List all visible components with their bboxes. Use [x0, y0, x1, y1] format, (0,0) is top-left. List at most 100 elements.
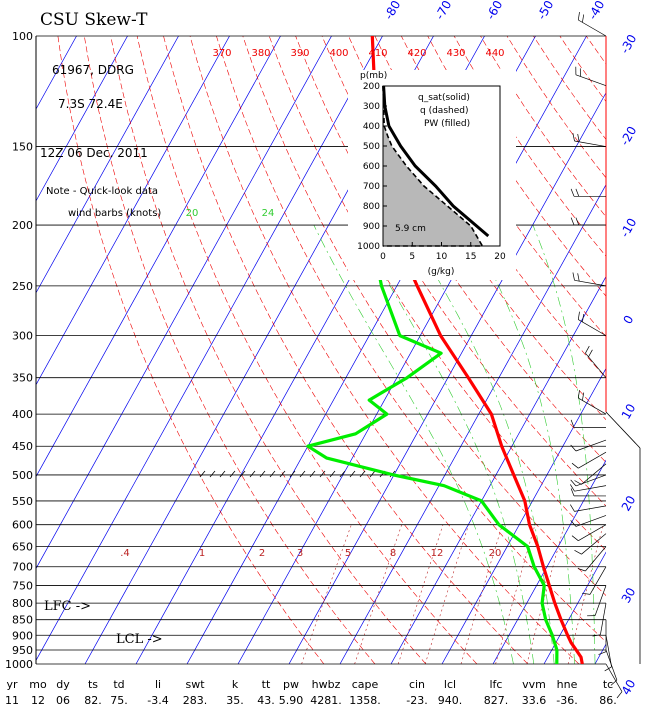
stat-value-mo: 12	[31, 694, 45, 707]
stat-value-yr: 11	[5, 694, 19, 707]
isotherm-label: -70	[432, 0, 454, 22]
wind-barb	[590, 567, 606, 595]
mixing-ratio-line	[355, 525, 402, 664]
mixing-ratio-line	[398, 525, 443, 664]
inset-x-tick-label: 5	[409, 252, 415, 262]
inset-y-tick-label: 600	[363, 162, 380, 172]
wind-barb-flag	[578, 134, 580, 142]
dry-adiabat	[84, 36, 375, 664]
stat-label-hwbz: hwbz	[312, 678, 341, 691]
dewpoint-profile-point	[386, 413, 388, 415]
lcl-label: LCL ->	[116, 632, 163, 647]
stats-table: yr11mo12dy06ts82.td75.li-3.4swt283.k35.t…	[5, 678, 617, 707]
hatch-mark	[310, 471, 315, 477]
theta-label: 410	[368, 48, 387, 59]
mixing-ratio-label: 12	[431, 548, 444, 559]
dewpoint-profile-point	[481, 500, 483, 502]
temperature-profile-point	[567, 635, 569, 637]
note-line-2: wind barbs (knots)	[68, 208, 161, 219]
stat-value-tt: 43.	[257, 694, 275, 707]
pressure-tick-label: 800	[12, 597, 33, 610]
wind-barb-flag	[571, 189, 574, 196]
inset-legend-line-2: q (dashed)	[420, 106, 468, 116]
stat-label-hne: hne	[557, 678, 578, 691]
pressure-tick-label: 250	[12, 280, 33, 293]
pressure-tick-label: 350	[12, 372, 33, 385]
inset-y-tick-label: 800	[363, 202, 380, 212]
wind-barb	[576, 440, 606, 451]
moist-adiabat	[314, 225, 514, 664]
theta-label: 430	[446, 48, 465, 59]
wind-barb-flag	[572, 536, 578, 541]
isotherm-line	[0, 36, 332, 664]
grid-lines	[0, 36, 670, 664]
sounding-time: 12Z 06 Dec. 2011	[40, 146, 148, 160]
isotherm-label: 30	[619, 585, 639, 605]
wind-barb	[585, 353, 606, 377]
hatch-mark	[330, 471, 335, 477]
temperature-profile-point	[560, 619, 562, 621]
dry-adiabat	[507, 36, 670, 664]
pressure-tick-label: 950	[12, 644, 33, 657]
stat-value-lcl: 940.	[438, 694, 463, 707]
hatch-mark	[300, 471, 305, 477]
stat-label-lfc: lfc	[490, 678, 503, 691]
isotherm-line	[646, 36, 670, 664]
temperature-profile-point	[575, 649, 577, 651]
wind-barb-flag	[573, 133, 575, 141]
moist-adiabat-label: 24	[262, 208, 275, 219]
dewpoint-profile-point	[406, 377, 408, 379]
pressure-tick-label: 100	[12, 30, 33, 43]
isotherm-label: -60	[483, 0, 505, 22]
temperature-profile-point	[582, 663, 584, 665]
temperature-profile-point	[580, 656, 582, 658]
stat-label-k: k	[232, 678, 239, 691]
dry-adiabat	[560, 36, 670, 664]
pressure-tick-label: 200	[12, 219, 33, 232]
pressure-tick-label: 1000	[5, 658, 33, 671]
stat-value-cin: -23.	[406, 694, 427, 707]
stat-value-lfc: 827.	[484, 694, 509, 707]
wind-barb	[600, 603, 606, 635]
stat-value-vvm: 33.6	[522, 694, 547, 707]
dewpoint-profile-point	[355, 433, 357, 435]
chart-title: CSU Skew-T	[40, 10, 148, 30]
hatch-mark	[370, 471, 375, 477]
wind-barb	[606, 650, 617, 680]
isotherm-line	[0, 36, 281, 664]
hatch-mark	[220, 471, 225, 477]
wind-barb	[578, 525, 606, 541]
inset-y-tick-label: 1000	[357, 242, 380, 252]
stat-label-cape: cape	[352, 678, 379, 691]
dewpoint-profile	[308, 225, 557, 664]
wind-barb-flag	[617, 692, 622, 698]
pressure-tick-label: 450	[12, 440, 33, 453]
inset-xlabel: (g/kg)	[428, 267, 455, 277]
isotherm-line	[34, 36, 383, 664]
hatch-mark	[270, 471, 275, 477]
dewpoint-profile-point	[543, 585, 545, 587]
dewpoint-profile-point	[307, 445, 309, 447]
pressure-tick-label: 850	[12, 614, 33, 627]
dewpoint-profile-point	[443, 485, 445, 487]
wind-barb-flag	[578, 569, 586, 572]
inset-ylabel: p(mb)	[360, 71, 387, 81]
wind-barb	[585, 547, 606, 571]
stat-label-mo: mo	[29, 678, 47, 691]
hatch-mark	[350, 471, 355, 477]
temperature-profile-point	[529, 524, 531, 526]
stat-label-ts: ts	[88, 678, 98, 691]
stat-label-tc: tc	[603, 678, 613, 691]
dewpoint-profile-point	[552, 635, 554, 637]
wind-barb-flag	[578, 273, 580, 281]
wind-barb-flag	[573, 273, 575, 281]
pressure-tick-label: 750	[12, 580, 33, 593]
stat-label-lcl: lcl	[444, 678, 456, 691]
temperature-profile-point	[468, 377, 470, 379]
inset-y-tick-label: 700	[363, 182, 380, 192]
isotherm-line	[544, 36, 670, 664]
stat-value-cape: 1358.	[349, 694, 381, 707]
mixing-ratio-label: .4	[120, 548, 130, 559]
pressure-tick-label: 550	[12, 495, 33, 508]
inset-y-tick-label: 900	[363, 222, 380, 232]
